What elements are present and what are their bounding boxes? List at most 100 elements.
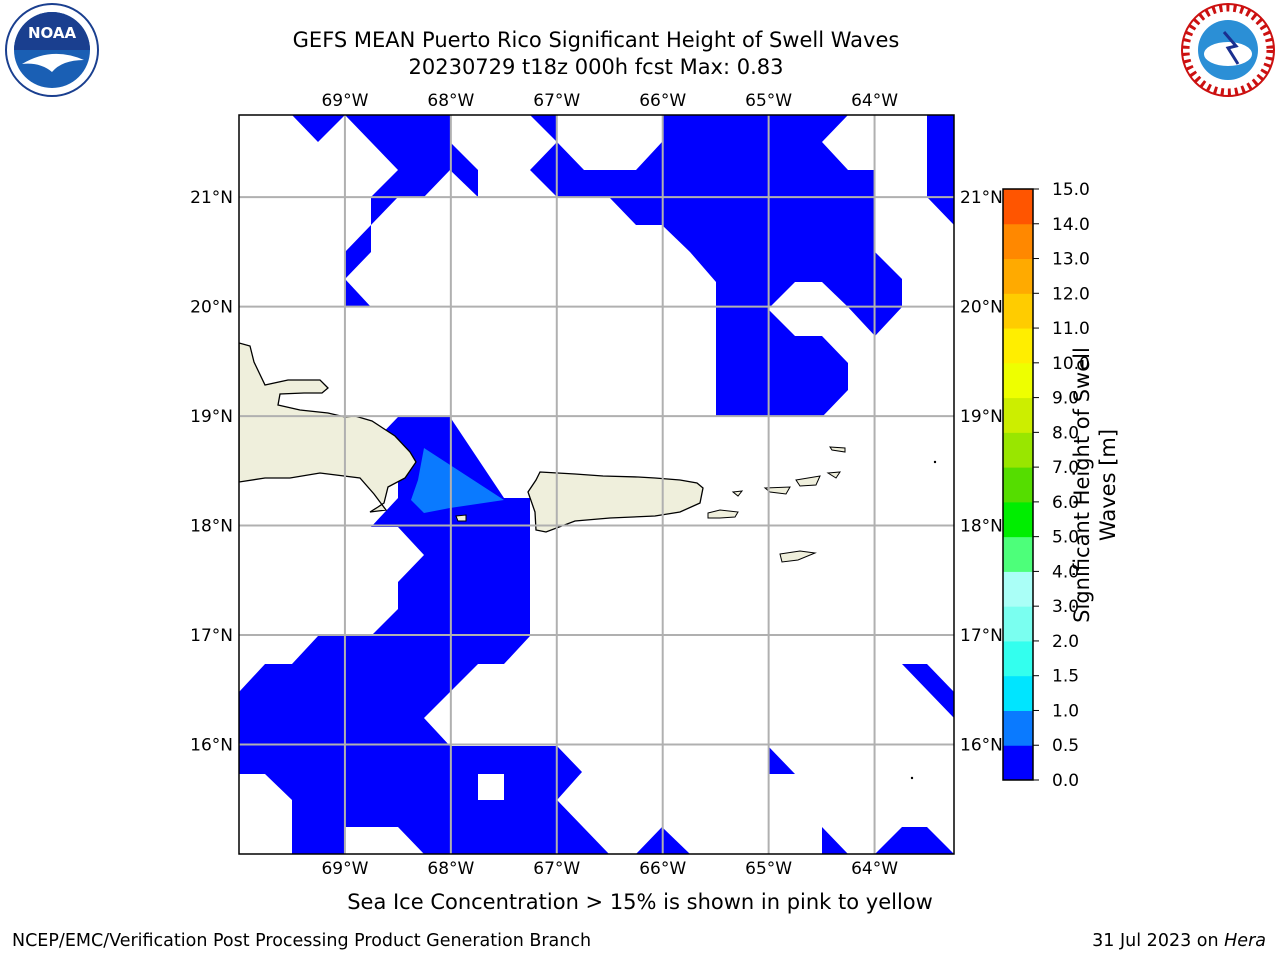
lat-label-right: 20°N bbox=[960, 298, 1003, 318]
island-land bbox=[795, 475, 821, 487]
noaa-logo: NOAA bbox=[5, 3, 99, 97]
swell-region bbox=[292, 115, 345, 142]
lat-label-left: 19°N bbox=[190, 407, 233, 427]
nws-logo bbox=[1181, 3, 1275, 97]
colorbar-tick-label: 0.0 bbox=[1052, 771, 1079, 791]
colorbar-tick-label: 1.0 bbox=[1052, 701, 1079, 721]
lat-label-left: 16°N bbox=[190, 736, 233, 756]
footer-date-text: 31 Jul 2023 on bbox=[1092, 931, 1225, 951]
colorbar-segment bbox=[1003, 362, 1033, 399]
colorbar-tick-label: 0.5 bbox=[1052, 736, 1079, 756]
colorbar-segment bbox=[1003, 501, 1033, 538]
island-land bbox=[826, 471, 841, 479]
lon-label-top: 68°W bbox=[427, 91, 474, 111]
island-land bbox=[933, 460, 937, 464]
lat-label-right: 19°N bbox=[960, 407, 1003, 427]
lon-label-bottom: 65°W bbox=[745, 859, 792, 879]
colorbar-tick-label: 7.0 bbox=[1052, 458, 1079, 478]
colorbar: 0.0 0.5 1.0 1.5 2.0 3.0 4.0 5.0 6.0 7.0 8.0 9.0 10.0… bbox=[1002, 180, 1090, 791]
colorbar-tick-label: 9.0 bbox=[1052, 389, 1079, 409]
colorbar-tick-label: 10.0 bbox=[1052, 354, 1090, 374]
axis-tick-labels: 69°W 69°W 68°W 68°W 67°W 67°W 66°W 66°W 65°W 65°W… bbox=[190, 91, 1003, 879]
colorbar-tick-label: 12.0 bbox=[1052, 284, 1090, 304]
lon-label-bottom: 64°W bbox=[851, 859, 898, 879]
colorbar-segment bbox=[1003, 258, 1033, 294]
colorbar-segment bbox=[1003, 675, 1033, 711]
map-frame bbox=[238, 114, 955, 855]
lat-label-left: 17°N bbox=[190, 626, 233, 646]
colorbar-tick-label: 1.5 bbox=[1052, 667, 1079, 687]
colorbar-segment bbox=[1003, 189, 1033, 225]
swell-region bbox=[478, 774, 504, 800]
footer-credit: NCEP/EMC/Verification Post Processing Pr… bbox=[12, 931, 592, 951]
lon-label-top: 67°W bbox=[533, 91, 580, 111]
island-land bbox=[731, 490, 744, 497]
colorbar-tick-label: 14.0 bbox=[1052, 215, 1090, 235]
swell-region bbox=[345, 827, 424, 854]
lon-label-bottom: 69°W bbox=[321, 859, 368, 879]
colorbar-segment bbox=[1003, 293, 1033, 329]
colorbar-tick-label: 3.0 bbox=[1052, 597, 1079, 617]
swell-region bbox=[768, 746, 795, 774]
island-land bbox=[455, 514, 467, 522]
lat-label-right: 21°N bbox=[960, 188, 1003, 208]
colorbar-segment bbox=[1003, 467, 1033, 503]
lat-label-right: 17°N bbox=[960, 626, 1003, 646]
island-land bbox=[910, 776, 914, 780]
colorbar-frame bbox=[1002, 188, 1034, 781]
lon-label-top: 65°W bbox=[745, 91, 792, 111]
swell-region bbox=[345, 279, 371, 307]
swell-region bbox=[530, 115, 557, 142]
lon-label-top: 69°W bbox=[321, 91, 368, 111]
footer-date: 31 Jul 2023 on Hera bbox=[1092, 931, 1266, 951]
plot-title: GEFS MEAN Puerto Rico Significant Height… bbox=[292, 28, 900, 52]
sea-ice-note: Sea Ice Concentration > 15% is shown in … bbox=[347, 890, 933, 914]
colorbar-tick-label: 5.0 bbox=[1052, 528, 1079, 548]
colorbar-tick-label: 13.0 bbox=[1052, 250, 1090, 270]
colorbar-tick-label: 4.0 bbox=[1052, 562, 1079, 582]
swell-region bbox=[530, 115, 954, 417]
island-land bbox=[779, 550, 817, 563]
lat-label-right: 18°N bbox=[960, 517, 1003, 537]
swell-region bbox=[822, 827, 848, 854]
swell-region-high bbox=[411, 448, 504, 513]
lon-label-bottom: 67°W bbox=[533, 859, 580, 879]
colorbar-title: Significant Height of Swell Waves [m] bbox=[1070, 347, 1120, 623]
plot-subtitle: 20230729 t18z 000h fcst Max: 0.83 bbox=[408, 55, 784, 79]
colorbar-tick-label: 11.0 bbox=[1052, 319, 1090, 339]
island-land bbox=[829, 446, 846, 453]
colorbar-tick-label: 2.0 bbox=[1052, 632, 1079, 652]
noaa-logo-text: NOAA bbox=[28, 24, 77, 42]
colorbar-tick-label: 8.0 bbox=[1052, 423, 1079, 443]
lon-label-bottom: 68°W bbox=[427, 859, 474, 879]
colorbar-segment bbox=[1003, 571, 1033, 607]
lon-label-top: 64°W bbox=[851, 91, 898, 111]
swell-region bbox=[345, 197, 398, 279]
colorbar-segment bbox=[1003, 432, 1033, 468]
lat-label-left: 18°N bbox=[190, 517, 233, 537]
colorbar-segment bbox=[1003, 328, 1033, 364]
colorbar-segment bbox=[1003, 640, 1033, 677]
colorbar-segment bbox=[1003, 606, 1033, 642]
colorbar-segment bbox=[1003, 397, 1033, 433]
swell-region bbox=[345, 115, 478, 197]
footer-host: Hera bbox=[1224, 931, 1266, 951]
colorbar-segment bbox=[1003, 223, 1033, 260]
lat-label-left: 20°N bbox=[190, 298, 233, 318]
colorbar-segment bbox=[1003, 745, 1033, 781]
lat-label-left: 21°N bbox=[190, 188, 233, 208]
lon-label-top: 66°W bbox=[639, 91, 686, 111]
puerto-rico-land bbox=[527, 471, 704, 533]
colorbar-tick-label: 6.0 bbox=[1052, 493, 1079, 513]
lon-label-bottom: 66°W bbox=[639, 859, 686, 879]
hispaniola-land bbox=[239, 342, 417, 513]
island-land bbox=[707, 509, 739, 519]
swell-region bbox=[875, 827, 954, 854]
lat-label-right: 16°N bbox=[960, 736, 1003, 756]
gridlines bbox=[239, 115, 954, 854]
colorbar-segment bbox=[1003, 536, 1033, 572]
colorbar-tick-label: 15.0 bbox=[1052, 180, 1090, 200]
colorbar-segment bbox=[1003, 710, 1033, 746]
swell-region bbox=[902, 664, 954, 718]
